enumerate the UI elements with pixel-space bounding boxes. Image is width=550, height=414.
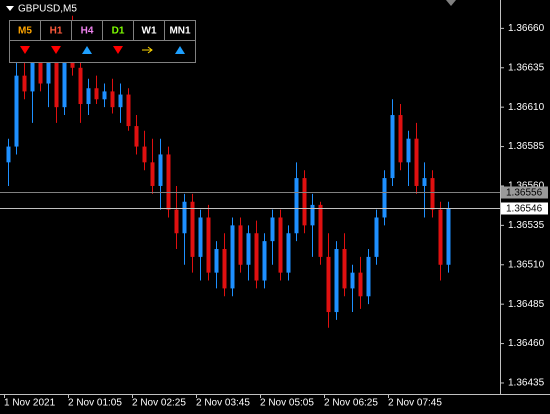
candle-body bbox=[270, 217, 275, 242]
x-tick-label: 1 Nov 2021 bbox=[4, 398, 56, 409]
candle-body bbox=[126, 94, 131, 127]
candle-body bbox=[166, 154, 171, 210]
panel-label: W1 bbox=[142, 26, 157, 37]
candle-body bbox=[54, 36, 59, 108]
candle-body bbox=[30, 52, 35, 92]
panel-label: MN1 bbox=[169, 26, 191, 37]
candle-body bbox=[174, 209, 179, 234]
candle-body bbox=[302, 178, 307, 226]
candle-body bbox=[198, 217, 203, 257]
x-tick-label: 2 Nov 06:25 bbox=[324, 398, 378, 409]
candle-body bbox=[422, 178, 427, 186]
candle-body bbox=[406, 138, 411, 163]
candle-body bbox=[102, 91, 107, 100]
candle-body bbox=[366, 256, 371, 297]
candle-body bbox=[182, 201, 187, 234]
candle-body bbox=[94, 88, 99, 100]
candle-body bbox=[446, 208, 451, 265]
candle-body bbox=[222, 249, 227, 289]
candle-body bbox=[86, 88, 91, 105]
candle-body bbox=[430, 178, 435, 210]
candle-body bbox=[238, 225, 243, 265]
panel-label: D1 bbox=[112, 26, 125, 37]
candle-body bbox=[318, 204, 323, 257]
y-tick-label: 1.36660 bbox=[508, 23, 545, 34]
candle-body bbox=[190, 201, 195, 257]
price-label: 1.36556 bbox=[506, 188, 543, 199]
candle-body bbox=[142, 146, 147, 163]
candle-body bbox=[438, 209, 443, 265]
candle-body bbox=[390, 115, 395, 179]
candle-body bbox=[158, 154, 163, 186]
candle-body bbox=[350, 272, 355, 289]
candle-body bbox=[118, 94, 123, 108]
candle-body bbox=[358, 272, 363, 297]
y-tick-label: 1.36585 bbox=[508, 141, 545, 152]
arrow-up bbox=[82, 46, 92, 54]
timeframe-panel: M5 H1 H4 D1 W1 MN1 bbox=[9, 20, 196, 63]
x-tick-label: 2 Nov 07:45 bbox=[388, 398, 442, 409]
candle-body bbox=[6, 146, 11, 163]
candle-body bbox=[150, 162, 155, 186]
y-tick-label: 1.36510 bbox=[508, 259, 545, 270]
candle-body bbox=[230, 225, 235, 289]
candle-body bbox=[294, 178, 299, 234]
candle-body bbox=[414, 138, 419, 186]
candle-body bbox=[134, 126, 139, 147]
arrow-up bbox=[175, 46, 185, 54]
arrow-down bbox=[20, 46, 30, 54]
x-tick-label: 2 Nov 03:45 bbox=[196, 398, 250, 409]
candle-body bbox=[326, 256, 331, 313]
x-tick-label: 2 Nov 05:05 bbox=[260, 398, 314, 409]
y-tick-label: 1.36635 bbox=[508, 62, 545, 73]
candle-body bbox=[206, 217, 211, 273]
price-label: 1.36546 bbox=[506, 204, 543, 215]
x-tick-label: 2 Nov 01:05 bbox=[68, 398, 122, 409]
candle-body bbox=[262, 241, 267, 281]
price-label-box bbox=[501, 186, 548, 199]
panel-label: M5 bbox=[18, 26, 32, 37]
candle-body bbox=[286, 233, 291, 273]
candle-body bbox=[70, 59, 75, 68]
candle-body bbox=[382, 178, 387, 218]
candle-body bbox=[110, 91, 115, 108]
candle-body bbox=[278, 217, 283, 273]
candle-body bbox=[22, 75, 27, 92]
panel-label: H1 bbox=[50, 26, 63, 37]
title-arrow bbox=[6, 6, 14, 11]
y-tick-label: 1.36435 bbox=[508, 378, 545, 389]
arrow-down bbox=[51, 46, 61, 54]
panel-arrows bbox=[20, 46, 185, 54]
price-label-box bbox=[501, 202, 548, 215]
y-tick-label: 1.36460 bbox=[508, 338, 545, 349]
chart-shift-marker bbox=[446, 0, 456, 6]
y-tick-label: 1.36610 bbox=[508, 102, 545, 113]
candle-body bbox=[254, 233, 259, 281]
candle-body bbox=[334, 249, 339, 313]
candle-body bbox=[14, 75, 19, 147]
candle-body bbox=[398, 115, 403, 163]
y-tick-label: 1.36535 bbox=[508, 220, 545, 231]
y-tick-label: 1.36485 bbox=[508, 299, 545, 310]
arrow-right bbox=[142, 46, 153, 54]
candle-body bbox=[214, 249, 219, 273]
chart-title: GBPUSD,M5 bbox=[18, 4, 77, 15]
panel-label: H4 bbox=[81, 26, 94, 37]
candle-body bbox=[374, 217, 379, 257]
candle-body bbox=[62, 59, 67, 108]
y-tick-label: 1.36560 bbox=[508, 181, 545, 192]
x-tick-label: 2 Nov 02:25 bbox=[132, 398, 186, 409]
candle-body bbox=[310, 204, 315, 226]
arrow-down bbox=[113, 46, 123, 54]
candle-body bbox=[78, 67, 83, 105]
candle-body bbox=[342, 249, 347, 289]
candle-body bbox=[38, 52, 43, 84]
candle-body bbox=[246, 233, 251, 265]
